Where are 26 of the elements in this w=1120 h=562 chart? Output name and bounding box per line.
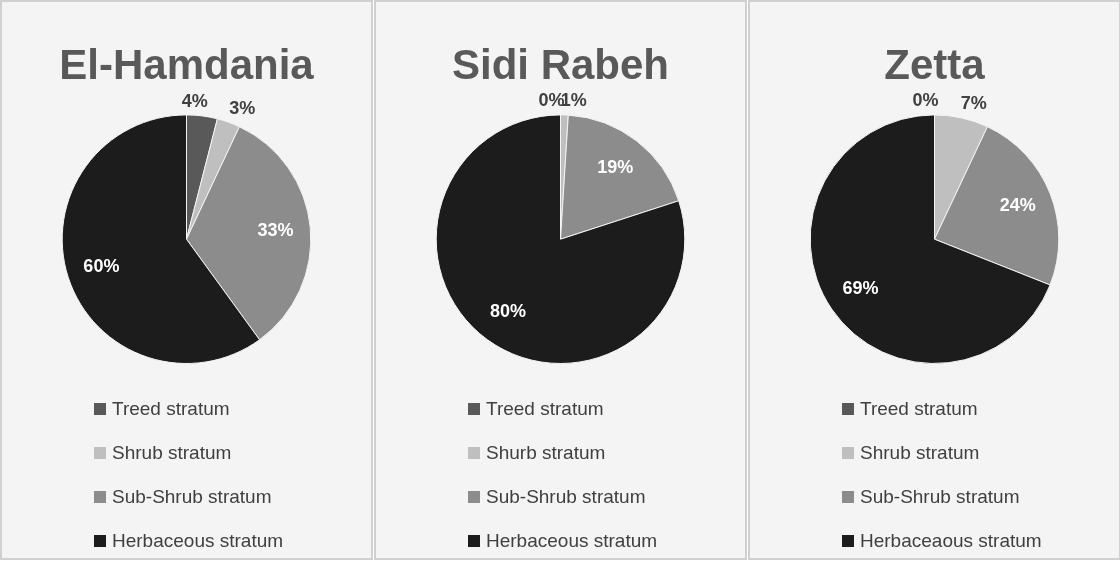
legend-label: Sub-Shrub stratum bbox=[860, 486, 1020, 508]
data-label: 33% bbox=[257, 219, 294, 240]
chart-title: Sidi Rabeh bbox=[451, 40, 670, 88]
legend-label: Shrub stratum bbox=[112, 442, 232, 464]
data-label: 4% bbox=[181, 90, 208, 111]
legend-label: Herbaceaous stratum bbox=[860, 530, 1042, 552]
data-label: 24% bbox=[999, 195, 1036, 216]
data-label: 3% bbox=[229, 98, 256, 119]
chart-title: Zetta bbox=[884, 40, 986, 88]
legend-label: Herbaceous stratum bbox=[486, 530, 658, 552]
data-label: 80% bbox=[489, 300, 526, 321]
legend-label: Sub-Shrub stratum bbox=[112, 486, 272, 508]
legend-label: Treed stratum bbox=[112, 398, 230, 420]
legend-label: Sub-Shrub stratum bbox=[486, 486, 646, 508]
text: 0% bbox=[538, 89, 565, 110]
legend-label: Treed stratum bbox=[860, 398, 978, 420]
legend-label: Treed stratum bbox=[486, 398, 604, 420]
legend-label: Shrub stratum bbox=[860, 442, 980, 464]
data-label: 19% bbox=[597, 157, 634, 178]
legend-label: Shurb stratum bbox=[486, 442, 606, 464]
legend-label: Herbaceous stratum bbox=[112, 530, 284, 552]
text: 0% bbox=[912, 89, 939, 110]
data-label: 69% bbox=[842, 278, 879, 299]
data-label: 60% bbox=[83, 255, 120, 276]
chart-title: El-Hamdania bbox=[59, 40, 315, 88]
data-label: 7% bbox=[960, 93, 987, 114]
